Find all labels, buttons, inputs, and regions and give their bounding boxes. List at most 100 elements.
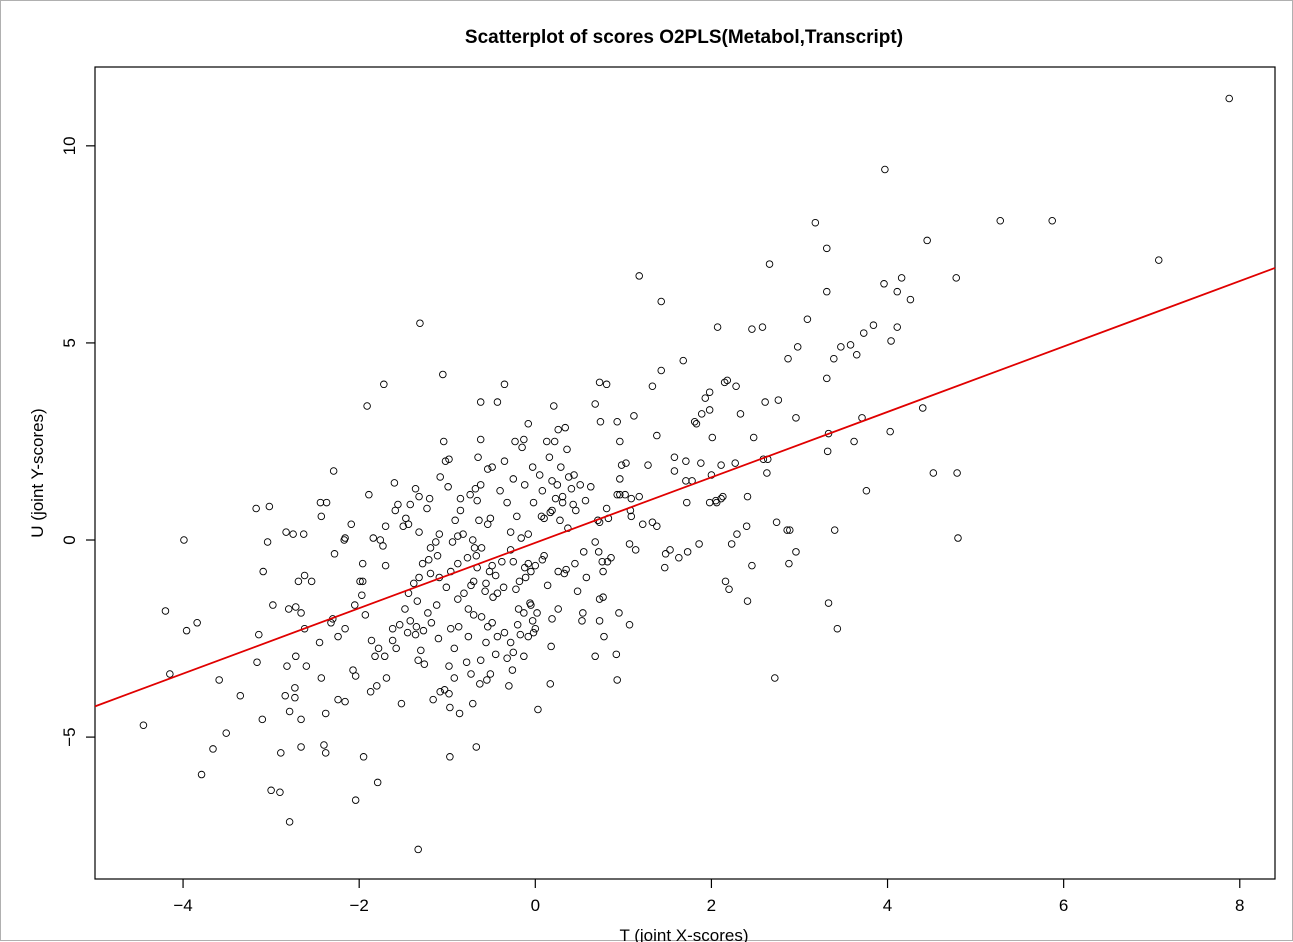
data-point	[613, 676, 621, 684]
data-point	[423, 504, 431, 513]
data-point	[595, 595, 604, 603]
data-point	[358, 577, 367, 586]
data-point	[381, 561, 390, 570]
y-axis-label: U (joint Y-scores)	[28, 408, 47, 537]
data-point	[602, 380, 611, 389]
data-point	[454, 532, 462, 540]
data-point	[481, 587, 489, 596]
data-point	[953, 469, 961, 477]
data-point	[524, 632, 533, 641]
data-point	[591, 538, 599, 546]
data-point	[824, 429, 833, 438]
data-point	[436, 688, 444, 696]
data-point	[450, 674, 459, 682]
data-point	[215, 676, 223, 684]
data-point	[416, 319, 424, 327]
data-point	[411, 630, 420, 639]
data-point	[500, 628, 509, 637]
data-point	[388, 624, 397, 633]
data-point	[520, 435, 528, 444]
data-point	[373, 778, 382, 787]
data-point	[317, 512, 326, 521]
data-point	[292, 652, 300, 661]
data-point	[550, 402, 558, 410]
data-point	[447, 624, 455, 633]
data-point	[792, 548, 800, 556]
data-point	[594, 548, 603, 556]
data-point	[923, 236, 931, 245]
data-point	[476, 435, 485, 444]
data-point	[474, 453, 482, 461]
data-point	[591, 400, 599, 408]
y-tick-label: −5	[60, 727, 79, 746]
data-point	[653, 431, 661, 440]
data-point	[713, 323, 722, 331]
data-point	[783, 526, 791, 534]
data-point	[595, 617, 604, 625]
data-point	[369, 534, 378, 542]
x-tick-label: −4	[173, 896, 192, 915]
data-point	[557, 463, 565, 471]
data-point	[627, 512, 636, 521]
data-point	[436, 473, 444, 481]
data-point	[500, 457, 509, 465]
data-point	[615, 609, 623, 617]
data-point	[823, 287, 831, 296]
data-point	[542, 437, 551, 446]
data-point	[587, 483, 595, 491]
data-point	[276, 788, 284, 797]
data-point	[616, 437, 624, 446]
data-point	[420, 660, 429, 668]
data-point	[454, 559, 462, 568]
data-point	[563, 445, 571, 454]
data-point	[454, 622, 463, 631]
y-tick-label: 10	[60, 136, 79, 155]
data-point	[506, 528, 515, 536]
data-point	[442, 583, 451, 592]
data-point	[556, 516, 564, 525]
data-point	[526, 599, 534, 607]
data-point	[509, 475, 518, 483]
data-point	[548, 615, 556, 623]
data-point	[576, 481, 584, 489]
data-point	[515, 577, 524, 586]
data-point	[717, 461, 725, 469]
data-point	[786, 526, 794, 534]
data-point	[1225, 94, 1233, 103]
data-point	[897, 274, 906, 282]
data-point	[406, 500, 415, 509]
data-point	[518, 443, 526, 452]
data-point	[320, 741, 328, 749]
y-tick-label: 0	[60, 535, 79, 544]
data-point	[546, 508, 555, 517]
data-point	[491, 571, 500, 580]
data-point	[419, 626, 428, 635]
data-point	[265, 502, 274, 511]
data-point	[524, 419, 533, 428]
data-point	[622, 459, 630, 467]
data-point	[996, 216, 1005, 225]
data-point	[690, 418, 699, 426]
data-point	[413, 597, 422, 605]
data-point	[579, 548, 588, 556]
data-point	[456, 494, 465, 503]
data-point	[627, 494, 636, 503]
data-point	[406, 617, 415, 625]
data-point	[837, 343, 845, 351]
data-point	[252, 504, 260, 513]
data-point	[517, 534, 525, 542]
data-point	[432, 601, 441, 609]
data-point	[558, 498, 567, 507]
data-point	[258, 715, 267, 724]
data-point	[823, 447, 832, 456]
data-point	[554, 425, 562, 434]
data-point	[695, 540, 703, 548]
data-point	[469, 699, 477, 708]
data-point	[521, 573, 530, 582]
data-point	[765, 260, 774, 268]
data-point	[477, 544, 486, 552]
data-point	[473, 496, 481, 505]
data-point	[657, 366, 665, 375]
data-point	[417, 646, 425, 655]
data-point	[222, 729, 230, 737]
